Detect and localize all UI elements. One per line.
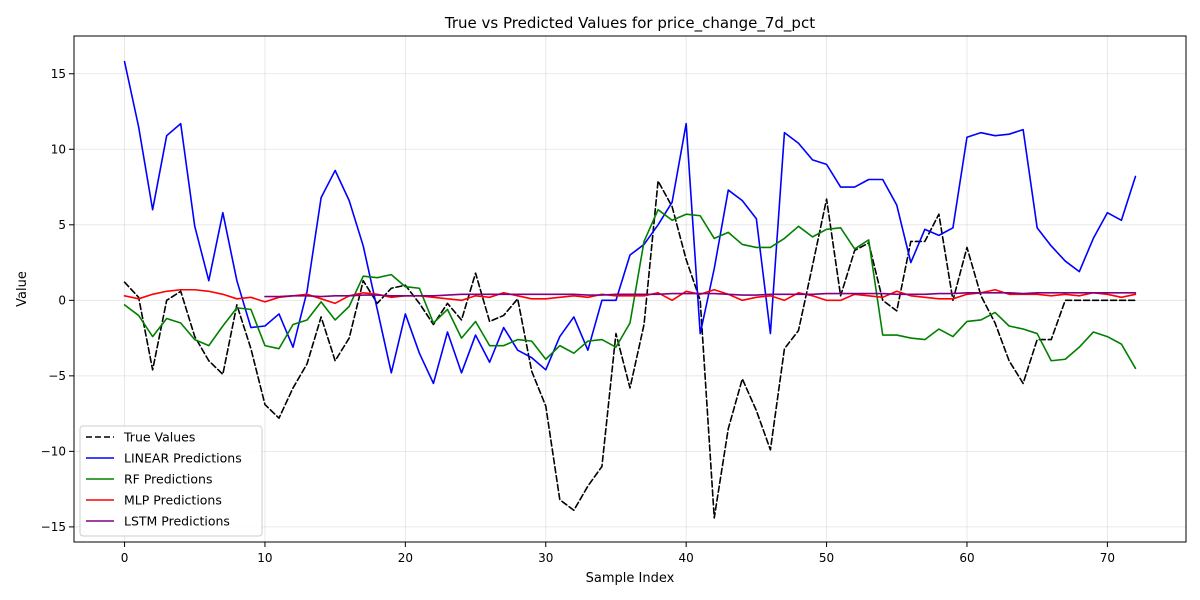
chart-title: True vs Predicted Values for price_chang… — [444, 14, 815, 33]
y-axis-label: Value — [15, 271, 30, 307]
y-tick-label: −10 — [41, 444, 66, 458]
y-tick-label: −5 — [48, 369, 66, 383]
series-line-rf-predictions — [123, 208, 1137, 370]
y-tick-label: 15 — [51, 67, 66, 81]
x-tick-label: 0 — [121, 551, 129, 565]
legend: True Values LINEAR Predictions RF Predicti… — [79, 425, 263, 537]
y-axis: −15 −10 −5 0 5 10 15 — [41, 67, 74, 534]
y-tick-label: 0 — [58, 293, 66, 307]
legend-label: MLP Predictions — [124, 493, 222, 508]
x-tick-label: 40 — [679, 551, 694, 565]
legend-label: LINEAR Predictions — [124, 451, 242, 466]
legend-label: RF Predictions — [124, 472, 212, 487]
plot-frame — [73, 35, 1187, 543]
x-tick-label: 10 — [257, 551, 272, 565]
x-axis: 0 10 20 30 40 50 60 70 — [121, 542, 1115, 565]
legend-box — [79, 425, 263, 537]
y-tick-label: 10 — [51, 142, 66, 156]
x-tick-label: 50 — [819, 551, 834, 565]
series-line-linear-predictions — [123, 60, 1137, 385]
series-layer — [123, 60, 1137, 519]
y-tick-label: −15 — [41, 520, 66, 534]
legend-label: LSTM Predictions — [124, 514, 230, 529]
series-line-lstm-predictions — [264, 291, 1137, 298]
x-axis-label: Sample Index — [586, 571, 675, 586]
x-tick-label: 30 — [538, 551, 553, 565]
x-tick-label: 60 — [959, 551, 974, 565]
x-tick-label: 20 — [398, 551, 413, 565]
y-tick-label: 5 — [58, 218, 66, 232]
x-tick-label: 70 — [1100, 551, 1115, 565]
series-line-true-values — [123, 180, 1137, 519]
legend-label: True Values — [123, 430, 195, 445]
